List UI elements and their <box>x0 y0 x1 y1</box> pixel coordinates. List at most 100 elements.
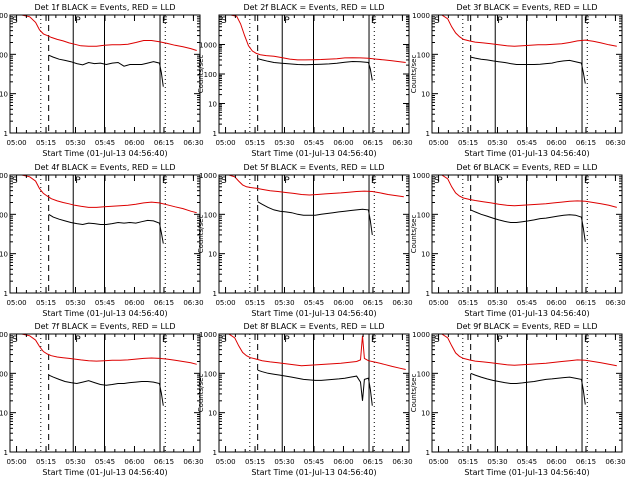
marker-label-p: P <box>75 176 81 186</box>
detector-panel-7: Det 7f BLACK = Events, RED = LLD S P E 1 10 10… <box>0 322 204 477</box>
y-tick-label: 100 <box>417 51 430 59</box>
detector-panel-3: Det 3f BLACK = Events, RED = LLD S P E 1 10 10… <box>410 3 626 158</box>
panel-title: Det 1f BLACK = Events, RED = LLD <box>34 3 175 12</box>
events-rate-line <box>48 213 164 244</box>
detector-panel-4: Det 4f BLACK = Events, RED = LLD S P E 1 10 10… <box>0 163 204 318</box>
y-tick-label: 100 <box>417 211 430 219</box>
marker-label-e: E <box>162 335 168 345</box>
events-rate-line <box>48 54 164 87</box>
x-axis-label: Start Time (01-Jul-13 04:56:40) <box>251 309 376 318</box>
y-tick-label: 1000 <box>0 172 8 180</box>
x-tick-label: 05:30 <box>274 299 294 307</box>
marker-label-e: E <box>371 335 377 345</box>
x-axis-label: Start Time (01-Jul-13 04:56:40) <box>42 468 167 477</box>
x-tick-label: 05:30 <box>487 299 507 307</box>
x-tick-label: 06:00 <box>546 139 566 147</box>
panel-title: Det 4f BLACK = Events, RED = LLD <box>34 163 175 172</box>
x-tick-label: 05:45 <box>517 299 537 307</box>
x-tick-label: 05:15 <box>458 139 478 147</box>
x-tick-label: 06:30 <box>392 299 412 307</box>
x-tick-label: 06:00 <box>546 299 566 307</box>
x-tick-label: 06:15 <box>363 139 383 147</box>
y-tick-label: 1 <box>4 130 8 138</box>
y-axis-label: Counts/sec <box>410 215 418 254</box>
marker-label-s: S <box>221 335 227 345</box>
x-tick-label: 06:00 <box>124 299 144 307</box>
x-tick-label: 05:00 <box>6 299 26 307</box>
detector-panel-8: Det 8f BLACK = Events, RED = LLD S P E 1 10 10… <box>197 322 413 477</box>
x-tick-label: 05:15 <box>245 458 265 466</box>
x-tick-label: 06:00 <box>333 458 353 466</box>
y-tick-label: 10 <box>0 410 8 418</box>
x-tick-label: 05:45 <box>517 139 537 147</box>
x-axis-label: Start Time (01-Jul-13 04:56:40) <box>42 309 167 318</box>
x-tick-label: 06:15 <box>154 458 174 466</box>
plot-frame <box>431 14 623 134</box>
y-tick-label: 100 <box>0 211 8 219</box>
x-tick-label: 06:30 <box>605 458 625 466</box>
x-tick-label: 05:00 <box>215 458 235 466</box>
x-tick-label: 05:45 <box>95 299 115 307</box>
y-axis-label: Counts/sec <box>197 55 205 94</box>
lld-rate-line <box>222 174 404 198</box>
marker-label-e: E <box>162 176 168 186</box>
x-tick-label: 06:30 <box>392 139 412 147</box>
x-tick-label: 05:15 <box>36 299 56 307</box>
y-tick-label: 1 <box>213 130 217 138</box>
x-axis-label: Start Time (01-Jul-13 04:56:40) <box>251 149 376 158</box>
y-tick-label: 1000 <box>412 12 430 20</box>
lld-rate-line <box>13 333 197 365</box>
x-tick-label: 05:45 <box>517 458 537 466</box>
x-tick-label: 06:00 <box>546 458 566 466</box>
y-tick-label: 10 <box>208 410 217 418</box>
y-axis-label: Counts/sec <box>410 55 418 94</box>
marker-label-p: P <box>75 335 81 345</box>
events-rate-line <box>470 372 586 405</box>
x-tick-label: 05:15 <box>36 139 56 147</box>
x-tick-label: 05:00 <box>6 458 26 466</box>
marker-label-p: P <box>497 16 503 26</box>
x-tick-label: 06:00 <box>124 139 144 147</box>
y-axis-label: Counts/sec <box>197 374 205 413</box>
y-tick-label: 1 <box>4 290 8 298</box>
marker-label-s: S <box>221 16 227 26</box>
marker-label-s: S <box>434 176 440 186</box>
x-tick-label: 05:45 <box>95 458 115 466</box>
x-tick-label: 06:15 <box>154 139 174 147</box>
panel-title: Det 8f BLACK = Events, RED = LLD <box>243 322 384 331</box>
events-rate-line <box>257 201 373 235</box>
lld-rate-line <box>435 174 617 208</box>
marker-label-s: S <box>434 335 440 345</box>
detector-panel-1: Det 1f BLACK = Events, RED = LLD S P E 1 10 10… <box>0 3 204 158</box>
detector-panel-2: Det 2f BLACK = Events, RED = LLD S P E 1 10 10… <box>197 3 413 158</box>
x-tick-label: 05:30 <box>487 139 507 147</box>
x-tick-label: 06:00 <box>124 458 144 466</box>
y-tick-label: 100 <box>417 370 430 378</box>
y-tick-label: 10 <box>0 91 8 99</box>
events-rate-line <box>48 374 164 406</box>
x-axis-label: Start Time (01-Jul-13 04:56:40) <box>251 468 376 477</box>
x-tick-label: 06:00 <box>333 299 353 307</box>
detector-panel-9: Det 9f BLACK = Events, RED = LLD S P E 1 10 10… <box>410 322 626 477</box>
marker-label-e: E <box>584 176 590 186</box>
y-tick-label: 1 <box>426 449 430 457</box>
y-tick-label: 1000 <box>0 12 8 20</box>
marker-label-e: E <box>584 16 590 26</box>
x-tick-label: 05:30 <box>65 458 85 466</box>
lld-rate-line <box>13 174 197 214</box>
x-tick-label: 05:15 <box>458 458 478 466</box>
marker-label-p: P <box>284 335 290 345</box>
marker-label-p: P <box>284 176 290 186</box>
x-tick-label: 05:00 <box>428 139 448 147</box>
marker-label-p: P <box>497 335 503 345</box>
x-tick-label: 06:15 <box>363 458 383 466</box>
y-tick-label: 1 <box>426 290 430 298</box>
y-tick-label: 10 <box>208 101 217 109</box>
marker-label-e: E <box>162 16 168 26</box>
marker-label-s: S <box>12 16 18 26</box>
x-tick-label: 05:00 <box>428 458 448 466</box>
events-rate-line <box>470 209 586 242</box>
x-tick-label: 05:15 <box>458 299 478 307</box>
marker-label-e: E <box>371 176 377 186</box>
